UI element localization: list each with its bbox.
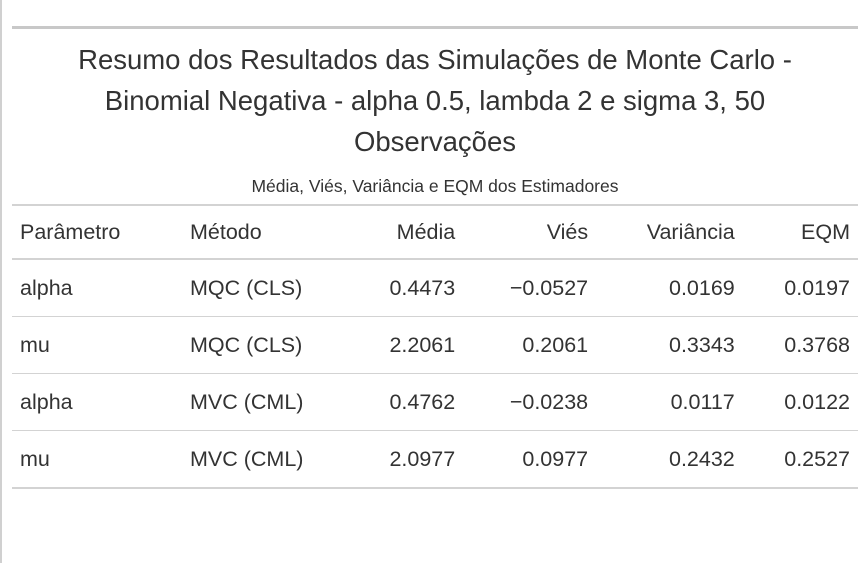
table-subtitle: Média, Viés, Variância e EQM dos Estimad… (251, 176, 619, 196)
cell-vies: 0.0977 (522, 446, 589, 471)
cell-eqm: 0.3768 (742, 316, 858, 374)
column-header-parametro: Parâmetro (12, 205, 182, 260)
cell-metodo: MQC (CLS) (182, 259, 348, 317)
cell-parametro: mu (12, 316, 182, 374)
table-row: alpha MVC (CML) 0.4762 −0.0238 0.0117 0.… (12, 373, 858, 431)
cell-parametro: alpha (12, 373, 182, 431)
cell-metodo: MVC (CML) (190, 446, 304, 471)
cell-vies: 0.2061 (463, 316, 597, 374)
page-left-border (0, 0, 2, 563)
cell-media: 0.4762 (348, 373, 464, 431)
cell-vies: −0.0238 (463, 373, 597, 431)
cell-eqm: 0.2527 (784, 446, 850, 471)
cell-media: 0.4473 (348, 259, 464, 317)
results-table-container: Resumo dos Resultados das Simulações de … (12, 26, 858, 489)
column-header-eqm: EQM (742, 205, 858, 260)
column-header-metodo: Método (182, 205, 348, 260)
table-row: mu MQC (CLS) 2.2061 0.2061 0.3343 0.3768 (12, 316, 858, 374)
cell-variancia: 0.3343 (596, 316, 743, 374)
cell-parametro: alpha (12, 259, 182, 317)
cell-eqm: 0.0122 (742, 373, 858, 431)
cell-metodo: MQC (CLS) (182, 316, 348, 374)
table-title: Resumo dos Resultados das Simulações de … (78, 44, 792, 157)
table-row: mu MVC (CML) 2.0977 0.0977 0.2432 0.2527 (12, 431, 858, 489)
table-row: alpha MQC (CLS) 0.4473 −0.0527 0.0169 0.… (12, 259, 858, 317)
cell-variancia: 0.0117 (596, 373, 743, 431)
cell-variancia: 0.2432 (668, 446, 735, 471)
cell-media: 2.0977 (389, 446, 456, 471)
results-table: Parâmetro Método Média Viés Variância EQ… (12, 204, 858, 489)
cell-vies: −0.0527 (463, 259, 597, 317)
cell-parametro: mu (20, 446, 50, 471)
cell-eqm: 0.0197 (742, 259, 858, 317)
cell-variancia: 0.0169 (596, 259, 743, 317)
cell-metodo: MVC (CML) (182, 373, 348, 431)
header-row: Parâmetro Método Média Viés Variância EQ… (12, 205, 858, 260)
cell-media: 2.2061 (348, 316, 464, 374)
column-header-vies: Viés (463, 205, 597, 260)
column-header-variancia: Variância (596, 205, 743, 260)
column-header-media: Média (348, 205, 464, 260)
top-rule (12, 26, 858, 29)
